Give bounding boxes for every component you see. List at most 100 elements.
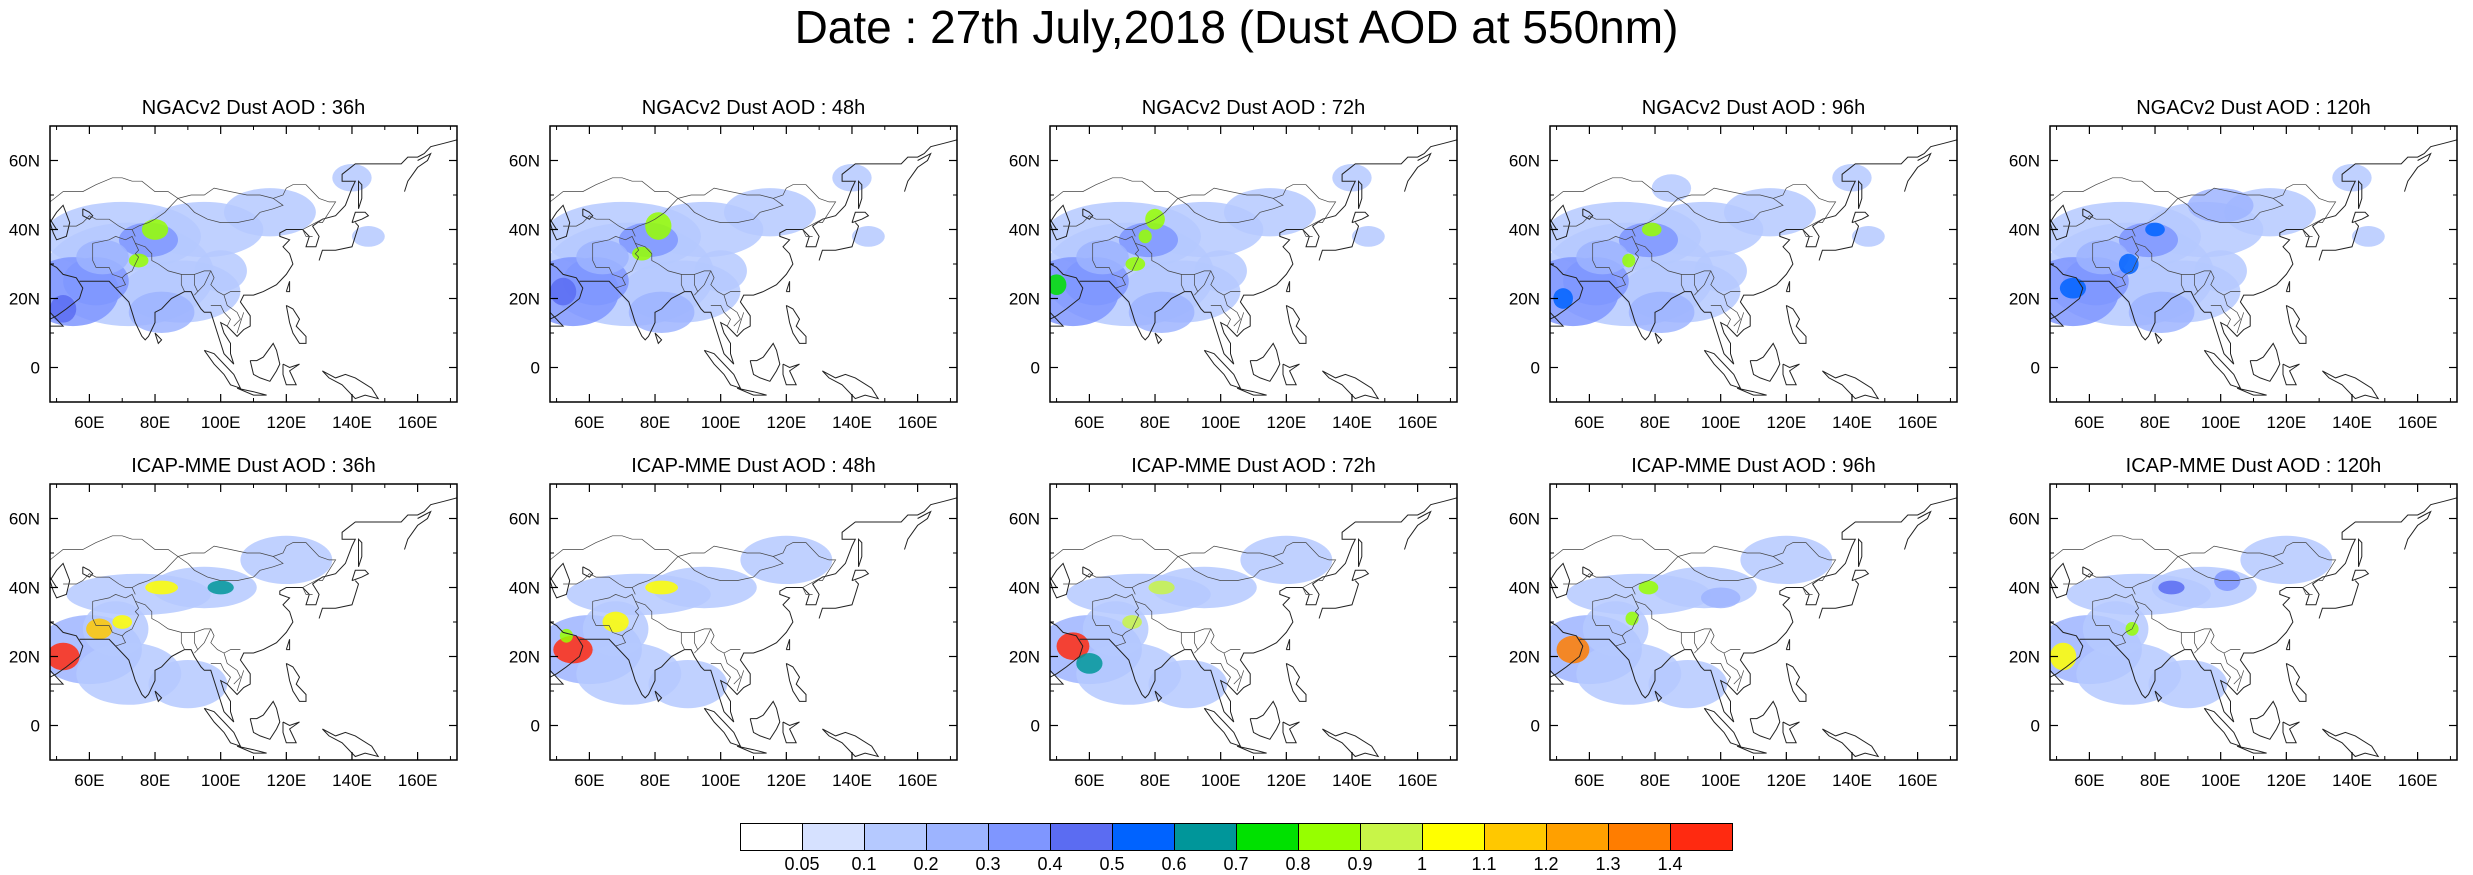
dust-patch <box>1622 253 1636 268</box>
country-borders <box>2050 535 2337 692</box>
dust-patch <box>1240 535 1333 585</box>
lon-tick-label: 60E <box>74 771 104 790</box>
country-borders <box>1550 177 1837 334</box>
lon-tick-label: 120E <box>1266 771 1306 790</box>
colorbar-box <box>1608 823 1671 851</box>
dust-patch <box>2145 222 2165 237</box>
lon-tick-label: 80E <box>140 413 170 432</box>
aod-field <box>1050 126 1457 402</box>
lon-tick-label: 140E <box>832 771 872 790</box>
lat-tick-label: 20N <box>1509 648 1540 667</box>
lon-tick-label: 80E <box>1140 771 1170 790</box>
lon-tick-label: 60E <box>574 413 604 432</box>
lat-tick-label: 0 <box>31 717 40 736</box>
colorbar-label: 0.2 <box>913 854 939 874</box>
lon-tick-label: 140E <box>1332 771 1372 790</box>
colorbar-label: 1.3 <box>1595 854 1621 874</box>
lon-tick-label: 60E <box>1074 771 1104 790</box>
dust-patch <box>550 277 577 306</box>
dust-patch <box>240 535 333 585</box>
coastlines <box>1550 139 1957 400</box>
lat-tick-label: 0 <box>2031 359 2040 378</box>
lat-tick-label: 40N <box>2009 579 2040 598</box>
panel-title: NGACv2 Dust AOD : 120h <box>2136 97 2371 119</box>
lat-tick-label: 60N <box>9 152 40 171</box>
map-panel-6: ICAP-MME Dust AOD : 36h 60E 80E 100E 120E 140… <box>9 455 458 790</box>
dust-patch <box>1148 659 1228 709</box>
dust-patch <box>2194 250 2247 292</box>
lat-tick-label: 60N <box>1509 152 1540 171</box>
lat-tick-label: 60N <box>1009 510 1040 529</box>
colorbar-box <box>1546 823 1609 851</box>
country-borders <box>50 535 337 692</box>
lat-tick-label: 40N <box>9 579 40 598</box>
lon-tick-label: 160E <box>2398 413 2438 432</box>
lat-tick-label: 40N <box>1009 221 1040 240</box>
colorbar-label: 0.8 <box>1285 854 1311 874</box>
dust-patch <box>2050 642 2077 671</box>
map-panel-10: ICAP-MME Dust AOD : 120h 60E 80E 100E 120E 14… <box>2009 455 2458 790</box>
colorbar-box <box>1050 823 1113 851</box>
colorbar-box <box>802 823 865 851</box>
aod-field <box>1550 484 1957 760</box>
lon-tick-label: 80E <box>2140 771 2170 790</box>
country-borders <box>50 177 337 334</box>
lat-tick-label: 40N <box>1009 579 1040 598</box>
lat-tick-label: 40N <box>9 221 40 240</box>
dust-patch <box>86 618 113 640</box>
colorbar-box <box>926 823 989 851</box>
lat-tick-label: 20N <box>509 648 540 667</box>
aod-field <box>550 484 957 760</box>
aod-field <box>50 126 457 402</box>
colorbar-box <box>1112 823 1175 851</box>
lon-tick-label: 160E <box>1898 413 1938 432</box>
lat-tick-label: 20N <box>2009 648 2040 667</box>
colorbar-label: 1.1 <box>1471 854 1497 874</box>
lon-tick-label: 160E <box>2398 771 2438 790</box>
lon-tick-label: 120E <box>1766 771 1806 790</box>
lat-tick-label: 0 <box>2031 717 2040 736</box>
dust-patch <box>1638 580 1659 595</box>
colorbar-box <box>1422 823 1485 851</box>
dust-patch <box>1553 288 1573 309</box>
lon-tick-label: 100E <box>1201 771 1241 790</box>
lon-tick-label: 60E <box>2074 771 2104 790</box>
lon-tick-label: 120E <box>2266 771 2306 790</box>
dust-patch <box>1148 580 1175 595</box>
lon-tick-label: 160E <box>898 413 938 432</box>
dust-patch <box>553 635 593 664</box>
dust-patch <box>628 291 695 333</box>
colorbar-label: 1 <box>1416 854 1427 874</box>
colorbar-label: 1.2 <box>1533 854 1559 874</box>
panel-title: NGACv2 Dust AOD : 36h <box>142 97 365 119</box>
lat-tick-label: 20N <box>1509 290 1540 309</box>
dust-patch <box>1128 291 1195 333</box>
dust-patch <box>1556 635 1590 664</box>
colorbar-label: 0.1 <box>851 854 877 874</box>
colorbar-box <box>864 823 927 851</box>
aod-field <box>2050 126 2457 402</box>
panel-title: ICAP-MME Dust AOD : 48h <box>631 455 876 477</box>
lon-tick-label: 120E <box>2266 413 2306 432</box>
lon-tick-label: 100E <box>701 771 741 790</box>
dust-patch <box>1740 535 1833 585</box>
dust-patch <box>223 188 316 237</box>
lon-tick-label: 120E <box>266 413 306 432</box>
lon-tick-label: 80E <box>1640 771 1670 790</box>
map-panel-8: ICAP-MME Dust AOD : 72h 60E 80E 100E 120E 140… <box>1009 455 1458 790</box>
map-panel-1: NGACv2 Dust AOD : 36h 60E 80E 100E 120E 140E 1… <box>9 97 458 432</box>
colorbar <box>740 823 1733 853</box>
lon-tick-label: 140E <box>1832 413 1872 432</box>
lon-tick-label: 160E <box>1398 771 1438 790</box>
dust-patch <box>632 246 652 261</box>
map-panel-2: NGACv2 Dust AOD : 48h 60E 80E 100E 120E 140E 1… <box>509 97 958 432</box>
dust-patch <box>151 566 257 609</box>
colorbar-box <box>1174 823 1237 851</box>
coastlines <box>1550 497 1957 758</box>
dust-patch <box>2082 601 2149 657</box>
dust-patch <box>1076 239 1129 275</box>
dust-patch <box>1138 229 1152 244</box>
dust-patch <box>576 239 629 275</box>
lon-tick-label: 80E <box>140 771 170 790</box>
